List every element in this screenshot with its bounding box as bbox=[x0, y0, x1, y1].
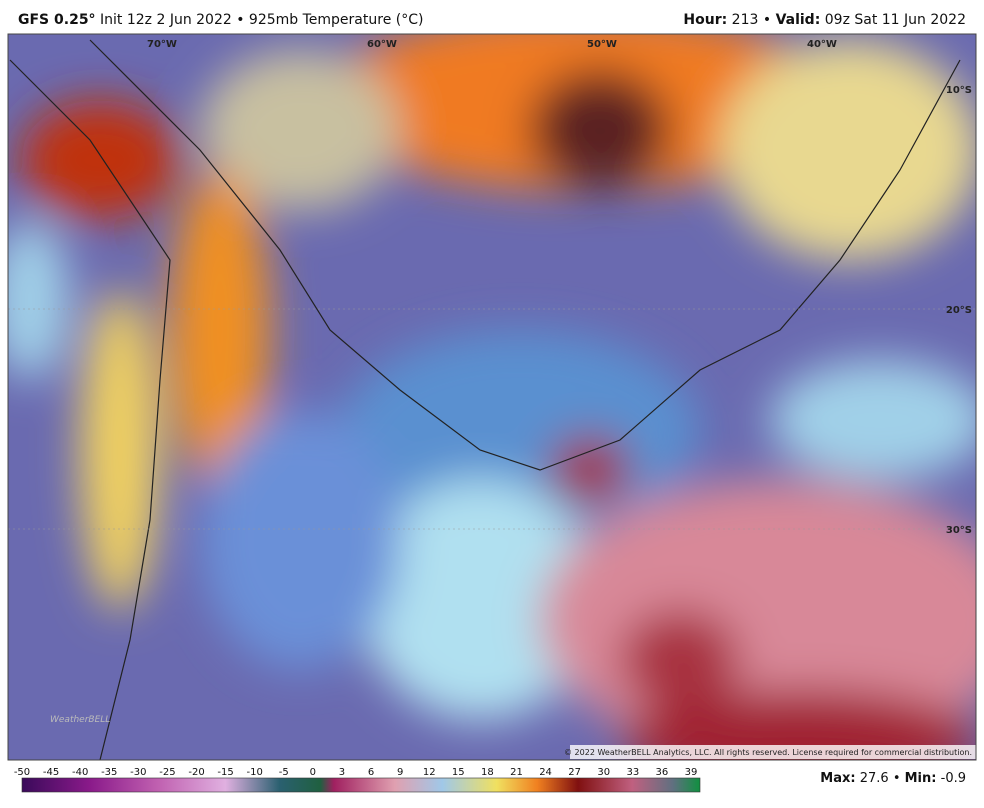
colorbar-label: 15 bbox=[452, 767, 465, 778]
colorbar-label: 27 bbox=[568, 767, 581, 778]
colorbar-label: 33 bbox=[626, 767, 639, 778]
colorbar-label: -5 bbox=[279, 767, 289, 778]
lon-label: 40°W bbox=[807, 39, 837, 50]
lon-label: 60°W bbox=[367, 39, 397, 50]
max-label: Max: bbox=[820, 771, 856, 786]
lat-label: 10°S bbox=[946, 85, 972, 96]
colorbar-label: 30 bbox=[597, 767, 610, 778]
stats: Max: 27.6 • Min: -0.9 bbox=[820, 771, 966, 786]
colorbar-label: -25 bbox=[159, 767, 175, 778]
header-right: Hour: 213 • Valid: 09z Sat 11 Jun 2022 bbox=[683, 12, 966, 28]
map bbox=[8, 34, 976, 760]
description: Init 12z 2 Jun 2022 • 925mb Temperature … bbox=[100, 12, 424, 28]
colorbar-label: -35 bbox=[101, 767, 117, 778]
colorbar-label: 0 bbox=[310, 767, 316, 778]
colorbar bbox=[21, 777, 701, 793]
colorbar-label: 24 bbox=[539, 767, 552, 778]
colorbar-label: -40 bbox=[72, 767, 88, 778]
colorbar-label: 12 bbox=[423, 767, 436, 778]
colorbar-label: 3 bbox=[339, 767, 345, 778]
min-label: Min: bbox=[904, 771, 937, 786]
lat-label: 30°S bbox=[946, 525, 972, 536]
lon-label: 70°W bbox=[147, 39, 177, 50]
colorbar-label: -15 bbox=[217, 767, 233, 778]
header-left: GFS 0.25° Init 12z 2 Jun 2022 • 925mb Te… bbox=[18, 12, 423, 28]
separator: • bbox=[762, 12, 772, 28]
valid-label: Valid: bbox=[775, 12, 821, 28]
copyright: © 2022 WeatherBELL Analytics, LLC. All r… bbox=[564, 748, 972, 757]
colorbar-label: -20 bbox=[188, 767, 204, 778]
lat-label: 20°S bbox=[946, 305, 972, 316]
colorbar-label: 9 bbox=[397, 767, 403, 778]
colorbar-label: -30 bbox=[130, 767, 146, 778]
colorbar-label: 36 bbox=[656, 767, 669, 778]
colorbar-label: 6 bbox=[368, 767, 374, 778]
watermark: WeatherBELL bbox=[50, 715, 110, 725]
colorbar-label: -45 bbox=[43, 767, 59, 778]
separator: • bbox=[892, 771, 901, 786]
valid: 09z Sat 11 Jun 2022 bbox=[824, 12, 966, 28]
colorbar-label: -50 bbox=[14, 767, 30, 778]
colorbar-label: 18 bbox=[481, 767, 494, 778]
hour-label: Hour: bbox=[683, 12, 728, 28]
hour: 213 bbox=[731, 12, 759, 28]
colorbar-labels: -50 -45 -40 -35 -30 -25 -20 -15 -10 -5 0 3 6 9 12 15 18 2… bbox=[14, 767, 698, 778]
max: 27.6 bbox=[859, 771, 889, 786]
colorbar-label: -10 bbox=[247, 767, 263, 778]
colorbar-label: 39 bbox=[685, 767, 698, 778]
graticule-labels: 70°W 60°W 50°W 40°W 10°S 20°S 30°S bbox=[147, 39, 972, 536]
lon-label: 50°W bbox=[587, 39, 617, 50]
colorbar-label: 21 bbox=[510, 767, 523, 778]
model: GFS 0.25° bbox=[18, 12, 96, 28]
min: -0.9 bbox=[940, 771, 966, 786]
